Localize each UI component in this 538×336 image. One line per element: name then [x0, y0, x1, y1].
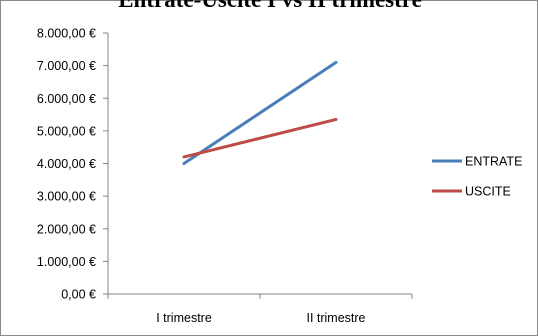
series-lines: [182, 60, 338, 165]
legend-label-uscite: USCITE: [465, 185, 511, 199]
y-tick-label: 4.000,00 €: [37, 157, 96, 171]
series-line-entrate: [182, 60, 338, 165]
y-tick-label: 7.000,00 €: [37, 59, 96, 73]
y-tick-label: 1.000,00 €: [37, 255, 96, 269]
x-tick-label: I trimestre: [156, 311, 212, 325]
axes: 0,00 € 1.000,00 € 2.000,00 € 3.000,00 € 4.00…: [37, 27, 413, 325]
y-tick-label: 6.000,00 €: [37, 92, 96, 106]
legend: ENTRATE USCITE: [432, 155, 522, 199]
series-line-uscite: [182, 117, 338, 159]
y-tick-label: 5.000,00 €: [37, 124, 96, 138]
y-tick-label: 8.000,00 €: [37, 27, 96, 41]
legend-label-entrate: ENTRATE: [465, 155, 522, 169]
y-tick-label: 2.000,00 €: [37, 222, 96, 236]
y-tick-label: 3.000,00 €: [37, 190, 96, 204]
x-tick-label: II trimestre: [306, 311, 365, 325]
chart-title: Entrate-Uscite I vs II trimestre: [118, 0, 422, 12]
y-tick-label: 0,00 €: [61, 288, 96, 302]
